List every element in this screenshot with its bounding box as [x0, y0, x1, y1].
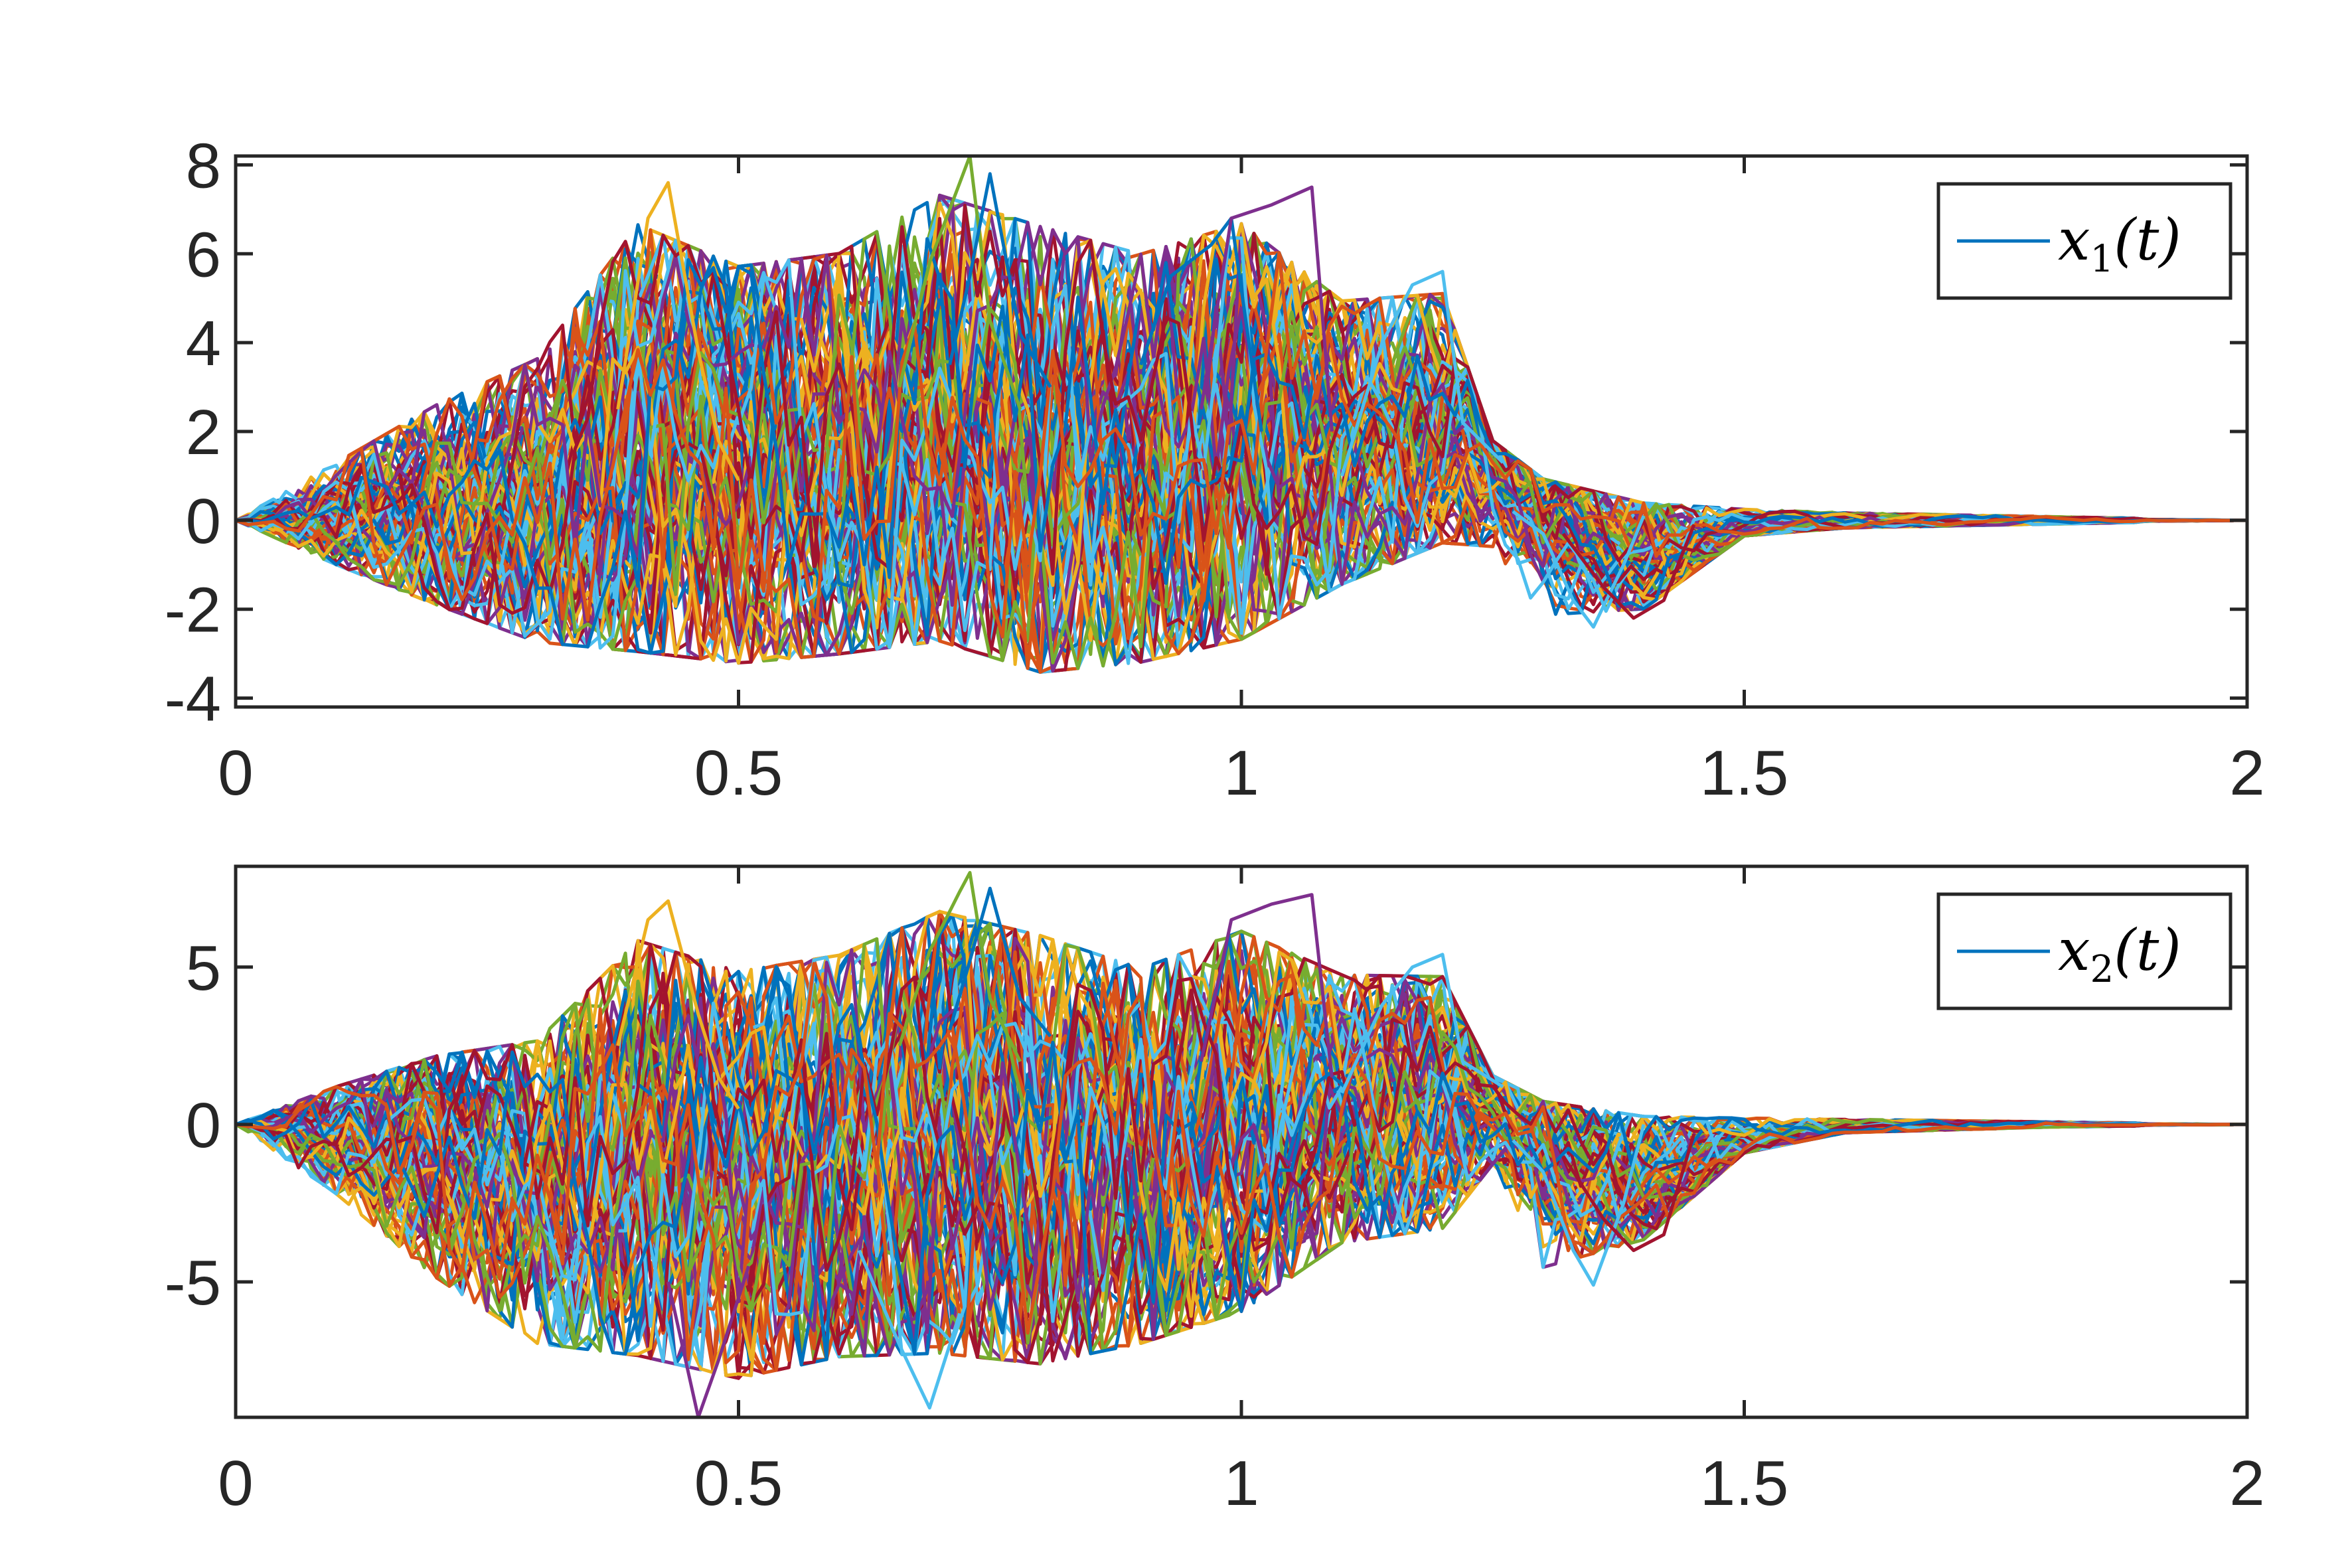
bottom-panel: 0 0.5 1 1.5 2-505 x2(t) — [165, 864, 2265, 1519]
top-legend-label: x1(t) — [2058, 207, 2181, 281]
top-excursion-line — [616, 181, 740, 481]
bottom-excursion-line — [1340, 953, 1504, 1094]
top-x-tick-label: 1.5 — [1700, 738, 1788, 809]
bottom-y-tick-label: 5 — [186, 933, 221, 1004]
top-x-tick-label: 0.5 — [694, 738, 783, 809]
bottom-axes: 0 0.5 1 1.5 2 -5 0 5 — [165, 864, 2265, 1519]
top-trajectory-line — [236, 210, 2247, 665]
bottom-excursion-line — [1512, 1124, 1646, 1287]
bottom-y-tick-label: -5 — [165, 1247, 221, 1318]
top-legend: x1(t) — [1936, 182, 2233, 300]
bottom-x-tick-label: 0 — [218, 1448, 253, 1519]
bottom-legend-symbol: x — [2058, 917, 2090, 984]
bottom-legend-suffix: (t) — [2114, 917, 2181, 984]
top-excursion-line — [1199, 185, 1334, 432]
bottom-excursion-line — [898, 871, 1022, 1063]
bottom-legend-label: x2(t) — [2058, 917, 2181, 991]
top-y-tick-label: 0 — [186, 486, 221, 557]
top-x-tick-label: 2 — [2229, 738, 2264, 809]
bottom-excursion-line — [948, 886, 1052, 1038]
top-excursion-line — [898, 156, 1022, 410]
bottom-plot-area — [236, 871, 2247, 1417]
bottom-legend: x2(t) — [1936, 892, 2233, 1010]
top-excursion-line — [1139, 216, 1263, 432]
top-excursion-line — [1512, 510, 1646, 629]
top-y-tick-label: -4 — [165, 664, 221, 735]
bottom-excursion-line — [616, 899, 740, 1110]
top-y-tick-label: 8 — [186, 130, 221, 201]
top-y-tick-label: 2 — [186, 397, 221, 468]
bottom-excursion-line — [1199, 893, 1334, 1078]
bottom-trajectory-line — [236, 909, 2247, 1318]
top-legend-subscript: 1 — [2090, 238, 2114, 281]
bottom-x-tick-label: 1 — [1223, 1448, 1259, 1519]
top-legend-symbol: x — [2058, 207, 2090, 274]
top-excursion-line — [948, 172, 1052, 388]
top-y-tick-label: 4 — [186, 308, 221, 379]
top-plot-area — [236, 156, 2247, 674]
bottom-x-tick-label: 1.5 — [1700, 1448, 1788, 1519]
bottom-trajectory-line — [236, 962, 2247, 1365]
top-axes: 0 0.5 1 1.5 2 -4 -2 0 2 4 6 8 — [165, 130, 2265, 809]
bottom-excursion-line — [666, 1265, 751, 1417]
bottom-excursion-line — [857, 1249, 962, 1410]
bottom-x-tick-label: 2 — [2229, 1448, 2264, 1519]
bottom-legend-subscript: 2 — [2090, 948, 2114, 991]
top-y-tick-label: -2 — [165, 575, 221, 646]
top-excursion-line — [1561, 524, 1696, 620]
bottom-trajectory-line — [236, 1001, 2247, 1328]
bottom-excursion-line — [1561, 1133, 1696, 1253]
top-x-tick-label: 1 — [1223, 738, 1259, 809]
top-legend-suffix: (t) — [2114, 207, 2181, 274]
bottom-y-tick-label: 0 — [186, 1090, 221, 1161]
top-x-tick-label: 0 — [218, 738, 253, 809]
top-trajectory-line — [236, 251, 2247, 659]
top-y-tick-label: 6 — [186, 219, 221, 290]
bottom-x-tick-label: 0.5 — [694, 1448, 783, 1519]
top-trajectory-line — [236, 254, 2247, 589]
top-excursion-line — [1340, 270, 1504, 477]
